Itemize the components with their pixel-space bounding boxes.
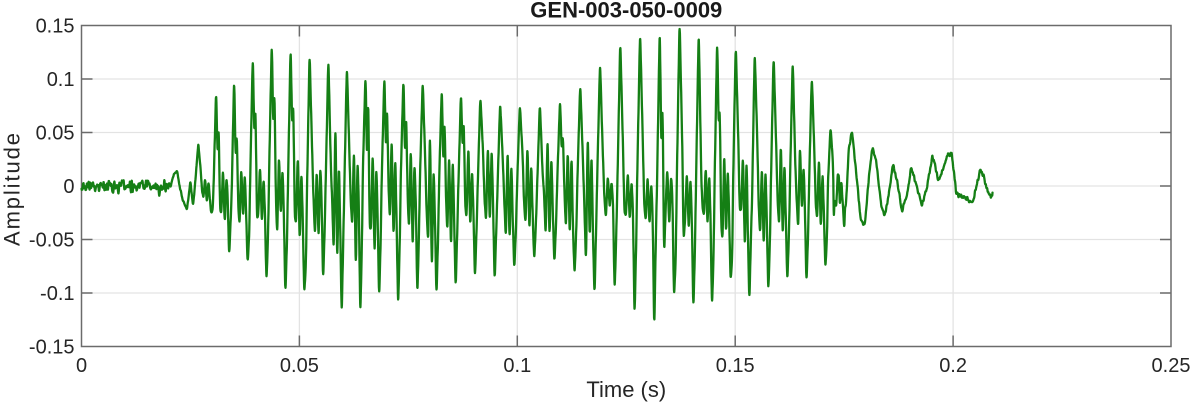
svg-text:0.1: 0.1 [47,69,75,91]
svg-text:0.25: 0.25 [1152,355,1191,377]
svg-text:0.1: 0.1 [503,355,531,377]
svg-text:-0.15: -0.15 [29,337,75,359]
svg-text:0: 0 [63,176,74,198]
svg-text:0.15: 0.15 [36,16,75,38]
svg-text:-0.1: -0.1 [40,283,74,305]
svg-text:-0.05: -0.05 [29,230,75,252]
svg-text:0: 0 [76,355,87,377]
svg-text:GEN-003-050-0009: GEN-003-050-0009 [530,0,722,23]
svg-text:Time (s): Time (s) [586,377,666,402]
svg-text:Amplitude: Amplitude [0,133,25,246]
svg-text:0.05: 0.05 [36,123,75,145]
svg-text:0.2: 0.2 [939,355,967,377]
svg-text:0.15: 0.15 [716,355,755,377]
svg-text:0.05: 0.05 [280,355,319,377]
